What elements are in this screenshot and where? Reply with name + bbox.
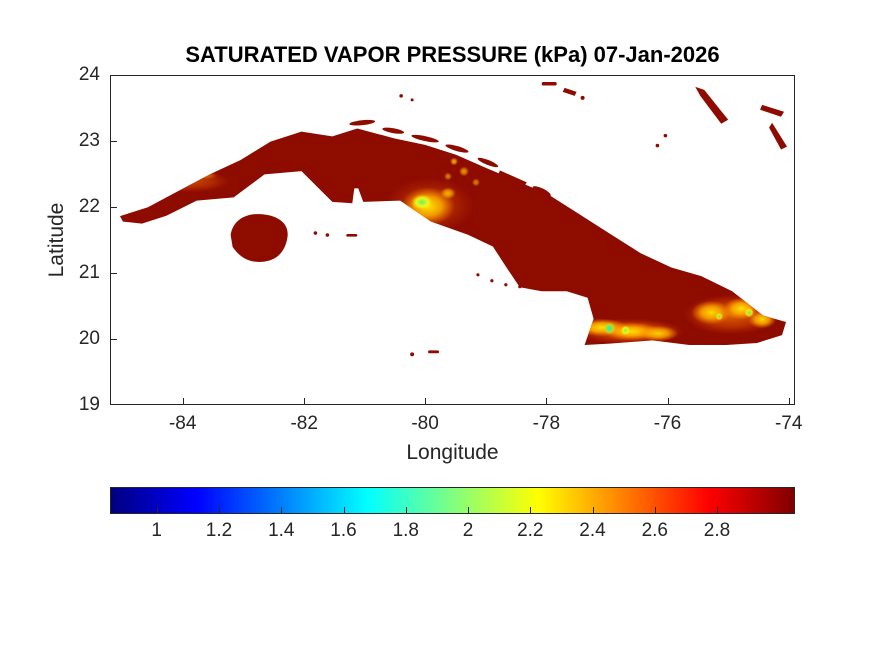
colorbar-tick-label: 2.4 (579, 520, 606, 541)
y-tick-label: 24 (78, 64, 100, 85)
y-tick-label: 21 (78, 262, 100, 283)
y-tick-mark (111, 273, 117, 274)
colorbar-tick-mark (468, 507, 469, 513)
x-tick-mark (546, 398, 548, 404)
plot-area (110, 75, 795, 405)
offshore-islands (230, 81, 788, 357)
colorbar-tick-label: 1.4 (268, 520, 295, 541)
colorbar-tick-mark (156, 507, 158, 513)
y-tick-mark (111, 339, 117, 340)
y-tick-label: 19 (78, 394, 100, 415)
colorbar-tick-mark (219, 507, 220, 513)
x-tick-mark (788, 398, 790, 404)
colorbar (110, 487, 795, 514)
x-tick-mark (425, 398, 427, 404)
colorbar-tick-mark (530, 507, 532, 513)
colorbar-tick-mark (343, 507, 345, 513)
colorbar-tick-label: 1.6 (330, 520, 357, 541)
colorbar-tick-mark (405, 507, 407, 513)
colorbar-tick-mark (592, 507, 594, 513)
cuba-island (119, 128, 787, 345)
x-tick-mark (667, 398, 669, 404)
colorbar-tick-label: 1.2 (205, 520, 233, 541)
chart-title: SATURATED VAPOR PRESSURE (kPa) 07-Jan-20… (185, 42, 720, 67)
colorbar-tick-mark (281, 507, 283, 513)
isla-de-la-juventud (230, 214, 288, 262)
x-tick-label: -78 (532, 413, 561, 434)
y-tick-label: 23 (78, 130, 100, 151)
y-tick-label: 22 (78, 196, 100, 217)
colorbar-tick-mark (717, 507, 718, 513)
x-tick-mark (182, 398, 184, 404)
colorbar-tick-label: 2.2 (517, 520, 544, 541)
x-tick-label: -76 (653, 413, 682, 434)
y-tick-mark (111, 141, 117, 142)
colorbar-tick-mark (654, 507, 656, 513)
colorbar-tick-label: 2.6 (641, 520, 669, 541)
x-tick-label: -82 (290, 413, 318, 434)
colorbar-tick-label: 1 (151, 520, 162, 541)
colorbar-tick-label: 1.8 (392, 520, 420, 541)
cuba-heatmap-svg (119, 81, 788, 357)
y-tick-mark (111, 207, 117, 208)
x-tick-label: -74 (774, 413, 803, 434)
y-tick-label: 20 (78, 328, 100, 349)
x-tick-mark (304, 398, 306, 404)
x-tick-label: -80 (411, 413, 439, 434)
colorbar-tick-label: 2.8 (703, 520, 731, 541)
x-tick-label: -84 (168, 413, 197, 434)
colorbar-tick-label: 2 (462, 520, 474, 541)
x-axis-label: Longitude (406, 441, 499, 464)
